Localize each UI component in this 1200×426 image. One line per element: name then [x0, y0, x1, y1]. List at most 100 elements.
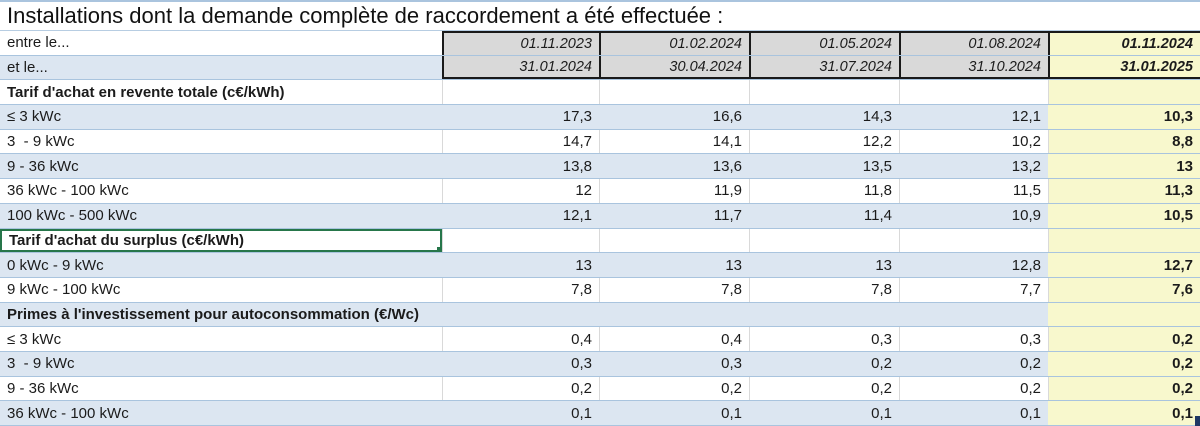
- value-cell[interactable]: 8,8: [1048, 129, 1200, 154]
- value-cell[interactable]: 0,1: [721, 404, 742, 422]
- value-cell[interactable]: 0,4: [599, 327, 749, 351]
- row-label-cell[interactable]: 9 - 36 kWc: [0, 377, 442, 401]
- section-header-cell[interactable]: Tarif d'achat du surplus (c€/kWh): [0, 228, 442, 253]
- row-label-cell[interactable]: 9 kWc - 100 kWc: [0, 278, 442, 302]
- period-end-label-cell[interactable]: et le...: [0, 56, 442, 80]
- value-cell[interactable]: 11,7: [713, 207, 742, 225]
- date-cell[interactable]: 31.10.2024: [899, 55, 1048, 80]
- value-cell[interactable]: 7,8: [749, 277, 899, 302]
- empty-cell[interactable]: [899, 80, 1048, 105]
- value-cell[interactable]: 13,2: [1011, 157, 1041, 175]
- value-cell[interactable]: 10,5: [1048, 203, 1200, 228]
- section-header-cell[interactable]: Primes à l'investissement pour autoconso…: [0, 303, 442, 327]
- empty-cell[interactable]: [899, 228, 1048, 253]
- row-label-cell[interactable]: 3 - 9 kWc: [0, 352, 442, 376]
- row-label-cell[interactable]: ≤ 3 kWc: [0, 105, 442, 129]
- value-cell[interactable]: 0,1: [571, 404, 592, 422]
- value-cell[interactable]: 11,3: [1048, 179, 1200, 203]
- row-label-cell[interactable]: ≤ 3 kWc: [0, 327, 442, 351]
- cell-text: 36 kWc - 100 kWc: [7, 404, 129, 422]
- empty-cell[interactable]: [1048, 80, 1200, 105]
- row-label-cell[interactable]: 3 - 9 kWc: [0, 130, 442, 154]
- value-cell[interactable]: 0,2: [442, 376, 599, 401]
- title-cell[interactable]: Installations dont la demande complète d…: [0, 2, 1200, 31]
- fill-handle[interactable]: [436, 246, 440, 251]
- value-cell[interactable]: 0,2: [749, 376, 899, 401]
- value-cell[interactable]: 0,2: [871, 355, 892, 373]
- value-cell[interactable]: 11,8: [749, 179, 899, 203]
- value-cell[interactable]: 0,1: [871, 404, 892, 422]
- table-row: 36 kWc - 100 kWc 12 11,9 11,8 11,5 11,3: [0, 179, 1200, 204]
- value-cell[interactable]: 10,3: [1048, 105, 1200, 129]
- empty-cell[interactable]: [442, 228, 599, 253]
- value-cell[interactable]: 13: [725, 256, 742, 274]
- value-cell[interactable]: 7,8: [599, 277, 749, 302]
- empty-cell[interactable]: [749, 228, 899, 253]
- value-cell[interactable]: 0,3: [749, 327, 899, 351]
- value-cell[interactable]: 12,1: [562, 207, 592, 225]
- value-cell[interactable]: 0,1: [1048, 401, 1200, 425]
- empty-cell[interactable]: [599, 80, 749, 105]
- row-label-cell[interactable]: 36 kWc - 100 kWc: [0, 401, 442, 425]
- row-label-cell[interactable]: 9 - 36 kWc: [0, 154, 442, 178]
- value-cell[interactable]: 0,2: [1020, 355, 1041, 373]
- date-cell[interactable]: 30.04.2024: [599, 55, 749, 80]
- value-cell[interactable]: 12: [442, 179, 599, 203]
- empty-cell[interactable]: [749, 80, 899, 105]
- row-label-cell[interactable]: 0 kWc - 9 kWc: [0, 253, 442, 277]
- date-cell[interactable]: 31.01.2024: [442, 55, 599, 80]
- value-cell[interactable]: 16,6: [712, 108, 742, 126]
- empty-cell[interactable]: [599, 228, 749, 253]
- value-cell[interactable]: 13: [1048, 154, 1200, 179]
- section-header-cell[interactable]: Tarif d'achat en revente totale (c€/kWh): [0, 80, 442, 104]
- empty-cell[interactable]: [442, 303, 599, 327]
- value-cell[interactable]: 17,3: [562, 108, 592, 126]
- value-cell[interactable]: 14,7: [442, 129, 599, 154]
- date-cell[interactable]: 01.02.2024: [599, 31, 749, 55]
- value-cell[interactable]: 14,1: [599, 129, 749, 154]
- empty-cell[interactable]: [599, 303, 749, 327]
- empty-cell[interactable]: [1048, 302, 1200, 327]
- value-cell[interactable]: 11,9: [599, 179, 749, 203]
- value-cell[interactable]: 0,1: [1020, 404, 1041, 422]
- value-cell[interactable]: 11,5: [899, 179, 1048, 203]
- value-cell[interactable]: 13: [875, 256, 892, 274]
- value-cell[interactable]: 13: [575, 256, 592, 274]
- value-cell[interactable]: 0,2: [599, 376, 749, 401]
- value-cell[interactable]: 7,7: [899, 277, 1048, 302]
- value-cell[interactable]: 7,8: [442, 277, 599, 302]
- value-cell[interactable]: 0,2: [899, 376, 1048, 401]
- value-cell[interactable]: 0,3: [571, 355, 592, 373]
- empty-cell[interactable]: [749, 303, 899, 327]
- date-cell[interactable]: 01.11.2024: [1048, 31, 1200, 55]
- value-cell[interactable]: 0,4: [442, 327, 599, 351]
- value-cell[interactable]: 7,6: [1048, 277, 1200, 302]
- date-cell[interactable]: 01.11.2023: [442, 31, 599, 55]
- value-cell[interactable]: 12,7: [1048, 253, 1200, 277]
- date-cell[interactable]: 31.01.2025: [1048, 55, 1200, 80]
- value-cell[interactable]: 0,3: [721, 355, 742, 373]
- value-cell[interactable]: 12,1: [1011, 108, 1041, 126]
- empty-cell[interactable]: [899, 303, 1048, 327]
- value-cell[interactable]: 12,2: [749, 129, 899, 154]
- period-start-label-cell[interactable]: entre le...: [0, 31, 442, 55]
- value-cell[interactable]: 0,3: [899, 327, 1048, 351]
- value-cell[interactable]: 11,4: [863, 207, 892, 225]
- row-label-cell[interactable]: 36 kWc - 100 kWc: [0, 179, 442, 203]
- value-cell[interactable]: 0,2: [1048, 351, 1200, 376]
- row-label-cell[interactable]: 100 kWc - 500 kWc: [0, 204, 442, 228]
- value-cell[interactable]: 13,6: [712, 157, 742, 175]
- value-cell[interactable]: 13,5: [862, 157, 892, 175]
- value-cell[interactable]: 13,8: [562, 157, 592, 175]
- value-cell[interactable]: 10,2: [899, 129, 1048, 154]
- value-cell[interactable]: 10,9: [1011, 207, 1041, 225]
- value-cell[interactable]: 0,2: [1048, 376, 1200, 401]
- date-cell[interactable]: 01.05.2024: [749, 31, 899, 55]
- value-cell[interactable]: 0,2: [1048, 327, 1200, 351]
- empty-cell[interactable]: [1048, 228, 1200, 253]
- value-cell[interactable]: 14,3: [862, 108, 892, 126]
- empty-cell[interactable]: [442, 80, 599, 105]
- date-cell[interactable]: 01.08.2024: [899, 31, 1048, 55]
- date-cell[interactable]: 31.07.2024: [749, 55, 899, 80]
- value-cell[interactable]: 12,8: [1011, 256, 1041, 274]
